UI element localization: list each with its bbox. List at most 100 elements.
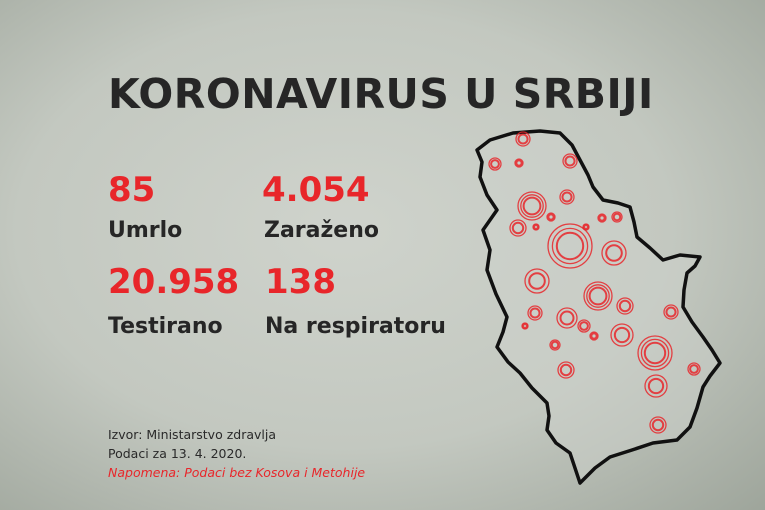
marker-ring: [588, 286, 608, 306]
case-marker: [601, 240, 627, 266]
marker-ring: [561, 191, 573, 203]
marker-ring: [579, 321, 589, 331]
case-marker: [547, 223, 593, 269]
respirator-value: 138: [265, 262, 336, 302]
marker-ring: [590, 332, 598, 340]
case-marker: [521, 322, 529, 330]
marker-ring: [649, 416, 667, 434]
marker-ring: [520, 194, 544, 218]
marker-ring: [509, 219, 527, 237]
case-marker: [532, 223, 540, 231]
marker-ring: [559, 363, 573, 377]
marker-ring: [556, 307, 578, 329]
case-marker: [597, 213, 607, 223]
case-marker: [582, 223, 590, 231]
deaths-label: Umrlo: [108, 218, 183, 243]
tested-label: Testirano: [108, 314, 223, 339]
infected-label: Zaraženo: [264, 218, 379, 243]
marker-ring: [577, 319, 591, 333]
marker-ring: [583, 281, 613, 311]
marker-ring: [589, 331, 599, 341]
case-marker: [562, 153, 578, 169]
deaths-value: 85: [108, 170, 156, 210]
marker-ring: [517, 133, 529, 145]
case-marker: [515, 131, 531, 147]
marker-ring: [528, 272, 546, 290]
marker-ring: [524, 268, 550, 294]
marker-ring: [616, 297, 634, 315]
marker-ring: [663, 304, 679, 320]
case-marker: [616, 297, 634, 315]
marker-ring: [601, 240, 627, 266]
marker-ring: [613, 326, 631, 344]
marker-ring: [564, 155, 576, 167]
marker-ring: [551, 227, 589, 265]
case-marker: [546, 212, 556, 222]
marker-ring: [637, 335, 673, 371]
case-marker: [611, 211, 623, 223]
case-marker: [524, 268, 550, 294]
marker-ring: [643, 341, 667, 365]
case-marker: [687, 362, 701, 376]
marker-ring: [550, 340, 560, 350]
case-marker: [577, 319, 591, 333]
case-marker: [509, 219, 527, 237]
marker-ring: [689, 364, 699, 374]
marker-ring: [611, 211, 623, 223]
case-marker: [610, 323, 634, 347]
source-text: Izvor: Ministarstvo zdravlja: [108, 427, 276, 442]
marker-ring: [644, 374, 668, 398]
marker-ring: [529, 307, 541, 319]
marker-ring: [559, 310, 575, 326]
respirator-label: Na respiratoru: [265, 314, 446, 339]
case-marker: [663, 304, 679, 320]
case-marker: [488, 157, 502, 171]
marker-ring: [515, 159, 523, 167]
marker-ring: [517, 191, 547, 221]
marker-ring: [647, 377, 665, 395]
marker-ring: [612, 212, 622, 222]
case-marker: [557, 361, 575, 379]
case-marker: [637, 335, 673, 371]
marker-ring: [490, 159, 500, 169]
marker-ring: [582, 223, 590, 231]
marker-ring: [547, 223, 593, 269]
marker-ring: [515, 131, 531, 147]
case-marker: [527, 305, 543, 321]
marker-ring: [527, 305, 543, 321]
marker-ring: [610, 323, 634, 347]
marker-ring: [665, 306, 677, 318]
case-marker: [556, 307, 578, 329]
marker-ring: [522, 196, 542, 216]
case-marker: [583, 281, 613, 311]
case-marker: [559, 189, 575, 205]
marker-ring: [521, 322, 529, 330]
marker-ring: [640, 338, 670, 368]
marker-ring: [557, 361, 575, 379]
marker-ring: [586, 284, 610, 308]
marker-ring: [514, 158, 524, 168]
marker-ring: [618, 299, 632, 313]
marker-ring: [562, 153, 578, 169]
marker-ring: [522, 323, 528, 329]
marker-ring: [555, 231, 585, 261]
marker-ring: [597, 213, 607, 223]
tested-value: 20.958: [108, 262, 240, 302]
case-marker: [517, 191, 547, 221]
case-marker: [649, 416, 667, 434]
case-marker: [644, 374, 668, 398]
marker-ring: [583, 224, 589, 230]
marker-ring: [511, 221, 525, 235]
case-marker: [514, 158, 524, 168]
case-marker: [549, 339, 561, 351]
marker-ring: [488, 157, 502, 171]
marker-ring: [547, 213, 555, 221]
marker-ring: [651, 418, 665, 432]
marker-ring: [549, 339, 561, 351]
marker-ring: [605, 244, 623, 262]
page-title: KORONAVIRUS U SRBIJI: [108, 70, 654, 118]
marker-ring: [532, 223, 540, 231]
marker-ring: [559, 189, 575, 205]
marker-ring: [598, 214, 606, 222]
